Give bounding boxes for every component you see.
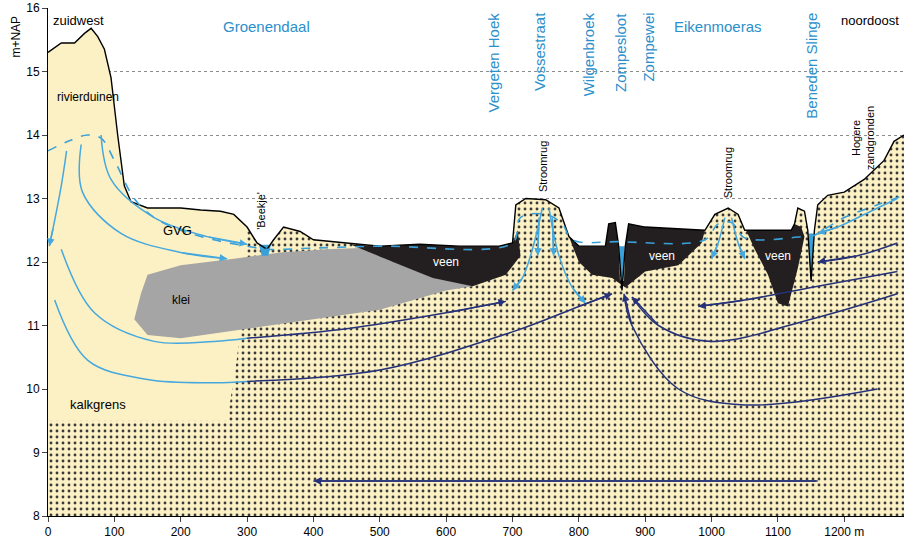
svg-text:13: 13 bbox=[26, 192, 40, 206]
svg-text:Beneden Slinge: Beneden Slinge bbox=[803, 13, 820, 119]
svg-text:8: 8 bbox=[33, 509, 40, 523]
svg-text:m+NAP: m+NAP bbox=[9, 16, 23, 58]
svg-text:klei: klei bbox=[172, 293, 190, 307]
svg-text:rivierduinen: rivierduinen bbox=[57, 90, 119, 104]
svg-text:noordoost: noordoost bbox=[841, 13, 899, 28]
svg-text:900: 900 bbox=[635, 525, 655, 539]
svg-text:Wilgenbroek: Wilgenbroek bbox=[580, 12, 597, 96]
svg-text:Hogerezandgronden: Hogerezandgronden bbox=[850, 106, 876, 170]
svg-text:Stroomrug: Stroomrug bbox=[722, 147, 734, 198]
svg-text:15: 15 bbox=[26, 65, 40, 79]
svg-text:Zompewei: Zompewei bbox=[640, 12, 657, 81]
svg-text:1000: 1000 bbox=[698, 525, 725, 539]
svg-text:500: 500 bbox=[370, 525, 390, 539]
svg-text:300: 300 bbox=[237, 525, 257, 539]
svg-text:700: 700 bbox=[502, 525, 522, 539]
svg-text:12: 12 bbox=[26, 255, 40, 269]
svg-text:Vossestraat: Vossestraat bbox=[531, 12, 548, 91]
svg-text:0: 0 bbox=[45, 525, 52, 539]
svg-text:800: 800 bbox=[569, 525, 589, 539]
svg-text:11: 11 bbox=[27, 319, 40, 333]
svg-text:16: 16 bbox=[26, 1, 40, 15]
svg-text:200: 200 bbox=[171, 525, 191, 539]
svg-text:Eikenmoeras: Eikenmoeras bbox=[674, 18, 762, 35]
svg-text:400: 400 bbox=[303, 525, 323, 539]
svg-text:14: 14 bbox=[26, 128, 40, 142]
svg-text:Groenendaal: Groenendaal bbox=[223, 18, 310, 35]
svg-text:Stroomrug: Stroomrug bbox=[537, 141, 549, 192]
svg-text:veen: veen bbox=[433, 255, 459, 269]
svg-text:'Beekje': 'Beekje' bbox=[255, 192, 267, 230]
svg-text:veen: veen bbox=[765, 249, 791, 263]
svg-text:GVG: GVG bbox=[163, 223, 192, 238]
svg-text:9: 9 bbox=[33, 446, 40, 460]
svg-text:Zompesloot: Zompesloot bbox=[612, 13, 629, 92]
svg-text:veen: veen bbox=[649, 249, 675, 263]
svg-text:Vergeten Hoek: Vergeten Hoek bbox=[485, 13, 502, 113]
svg-text:1200 m: 1200 m bbox=[824, 525, 864, 539]
svg-text:100: 100 bbox=[104, 525, 124, 539]
svg-text:10: 10 bbox=[26, 382, 40, 396]
svg-text:1100: 1100 bbox=[765, 525, 791, 539]
svg-text:600: 600 bbox=[436, 525, 456, 539]
svg-text:zuidwest: zuidwest bbox=[53, 13, 104, 28]
svg-text:kalkgrens: kalkgrens bbox=[70, 397, 126, 412]
